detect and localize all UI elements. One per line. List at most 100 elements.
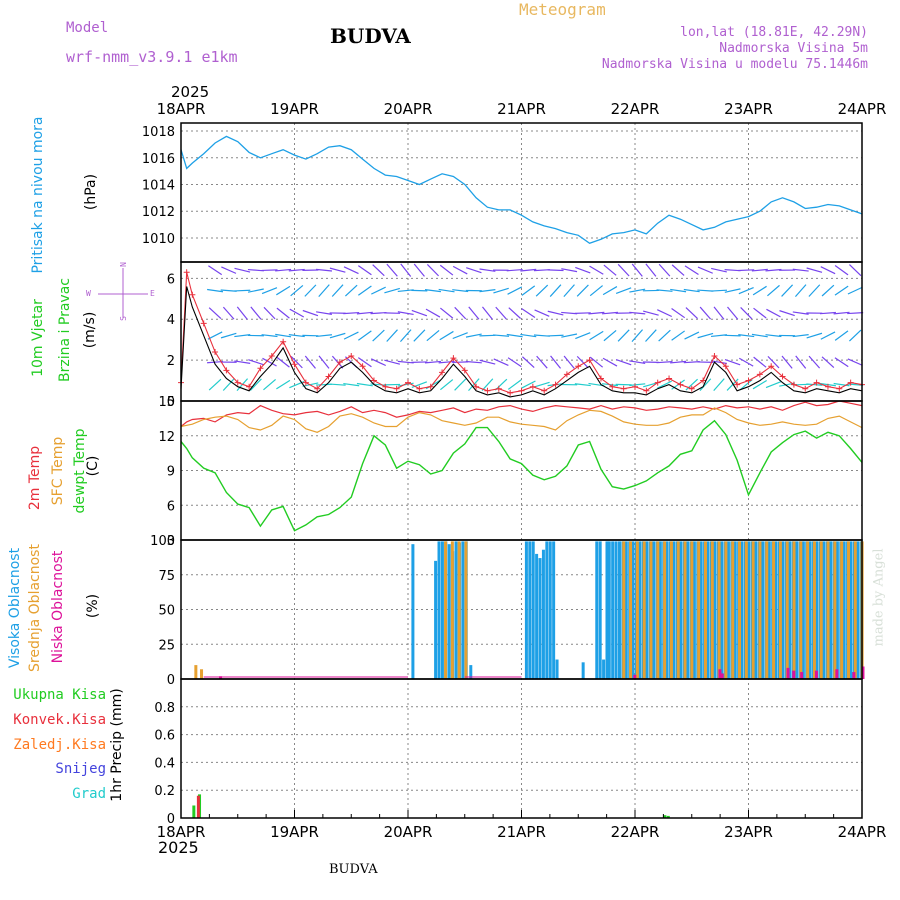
wind-arrow (208, 265, 223, 276)
cloud-bar (624, 541, 628, 679)
wind-gust-marker (268, 353, 275, 360)
wind-arrow (424, 289, 441, 293)
wind-arrow (711, 267, 727, 273)
wind-gust-marker (314, 385, 321, 392)
cloud-bar (733, 541, 737, 679)
wind-arrow (752, 285, 767, 296)
altitude-label: Nadmorska Visina 5m (719, 41, 868, 56)
wind-arrow (765, 268, 782, 272)
cloud-bar (835, 541, 839, 679)
lonlat-label: lon,lat (18.81E, 42.29N) (680, 25, 868, 40)
bottom-tick-label: 18APR (157, 823, 206, 841)
cloud-bar (853, 541, 857, 679)
wind-arrow (454, 306, 467, 320)
wind-arrow (466, 267, 482, 274)
compass-e-label: E (150, 289, 155, 298)
y-tick-label: 3 (167, 534, 175, 549)
wind-arrow (589, 265, 604, 275)
cloud-bar (808, 541, 812, 679)
wind-arrow (724, 288, 741, 293)
wind-arrow (683, 288, 700, 293)
wind-gust-marker (370, 377, 377, 384)
wind-arrow (397, 360, 414, 364)
y-tick-label: 0 (167, 395, 175, 410)
wind-arrow (386, 329, 398, 342)
cloud-bar (724, 541, 728, 679)
model-altitude-label: Nadmorska Visina u modelu 75.1446m (601, 57, 868, 72)
wind-arrow (563, 355, 575, 369)
wind-arrow (685, 378, 699, 391)
cloud-bar (450, 541, 454, 679)
wind-arrow (481, 378, 494, 391)
cloud-bar (833, 541, 837, 679)
cloud-bar (434, 560, 438, 679)
wind-arrow (479, 359, 496, 365)
wind-arrow (561, 333, 578, 338)
cloud-bar (738, 541, 742, 679)
wind-arrow (602, 357, 618, 367)
wind-gust-marker (189, 291, 196, 298)
top-tick-label: 24APR (838, 100, 887, 118)
footer-title: BUDVA (329, 862, 378, 877)
wind-arrow (808, 355, 821, 369)
wind-arrow (304, 355, 316, 369)
wind-arrow (684, 331, 700, 340)
wind-arrow (550, 355, 562, 369)
cloud-bar (598, 541, 602, 679)
wind-arrow (685, 307, 698, 320)
wind-arrow (438, 360, 455, 364)
model-label: Model (66, 20, 109, 36)
cloud-bar (829, 541, 833, 679)
precip-bar (192, 805, 196, 818)
wind-arrow (792, 311, 809, 315)
wind-arrow (438, 288, 455, 293)
wind-arrow (847, 286, 863, 295)
precip-snow-legend: Snijeg (55, 761, 106, 777)
cloud-bar (444, 541, 448, 679)
cloud-bar (541, 549, 545, 679)
wind-arrow (834, 330, 849, 341)
wind-arrow (343, 266, 359, 275)
wind-arrow (738, 269, 755, 272)
wind-gust-marker (563, 371, 570, 378)
cloud-bar (720, 673, 724, 679)
wind-arrow (261, 269, 278, 272)
cloud-bar (531, 541, 535, 679)
cloud-bar (792, 670, 796, 679)
cloud-bar (792, 541, 796, 679)
cloud-bar (692, 541, 696, 679)
cloud-bar (617, 541, 621, 679)
wind-gust-marker (756, 371, 763, 378)
wind-gust-marker (427, 383, 434, 390)
bottom-tick-label: 22APR (611, 823, 660, 841)
cloud-bar (690, 541, 694, 679)
wind-arrow (724, 269, 741, 272)
wind-arrow (738, 286, 754, 295)
cloud-bar (744, 541, 748, 679)
wind-gust-marker (473, 383, 480, 390)
wind-arrow (833, 382, 850, 387)
cloud-bar (457, 541, 461, 679)
cloud-bar (686, 541, 690, 679)
cloud-bar (747, 541, 751, 679)
y-tick-label: 9 (167, 465, 175, 480)
cloud-bar (703, 541, 707, 679)
wind-gust-marker (575, 363, 582, 370)
wind-arrow (356, 382, 373, 387)
wind-arrow (357, 357, 372, 368)
cloud-bar (720, 541, 724, 679)
year-label-top: 2025 (171, 83, 210, 101)
wind-arrow (263, 306, 276, 320)
wind-arrow (397, 311, 414, 316)
wind-arrow (697, 332, 714, 339)
wind-arrow (261, 287, 278, 295)
wind-arrow (507, 286, 523, 295)
wind-arrow (563, 284, 575, 298)
wind-arrow (425, 308, 441, 318)
cloud-bar (663, 541, 667, 679)
precip-total-legend: Ukupna Kisa (13, 687, 106, 703)
cloud-bar (676, 541, 680, 679)
wind-arrow (290, 285, 304, 297)
cloud-bar (740, 541, 744, 679)
wind-gust-marker (382, 383, 389, 390)
